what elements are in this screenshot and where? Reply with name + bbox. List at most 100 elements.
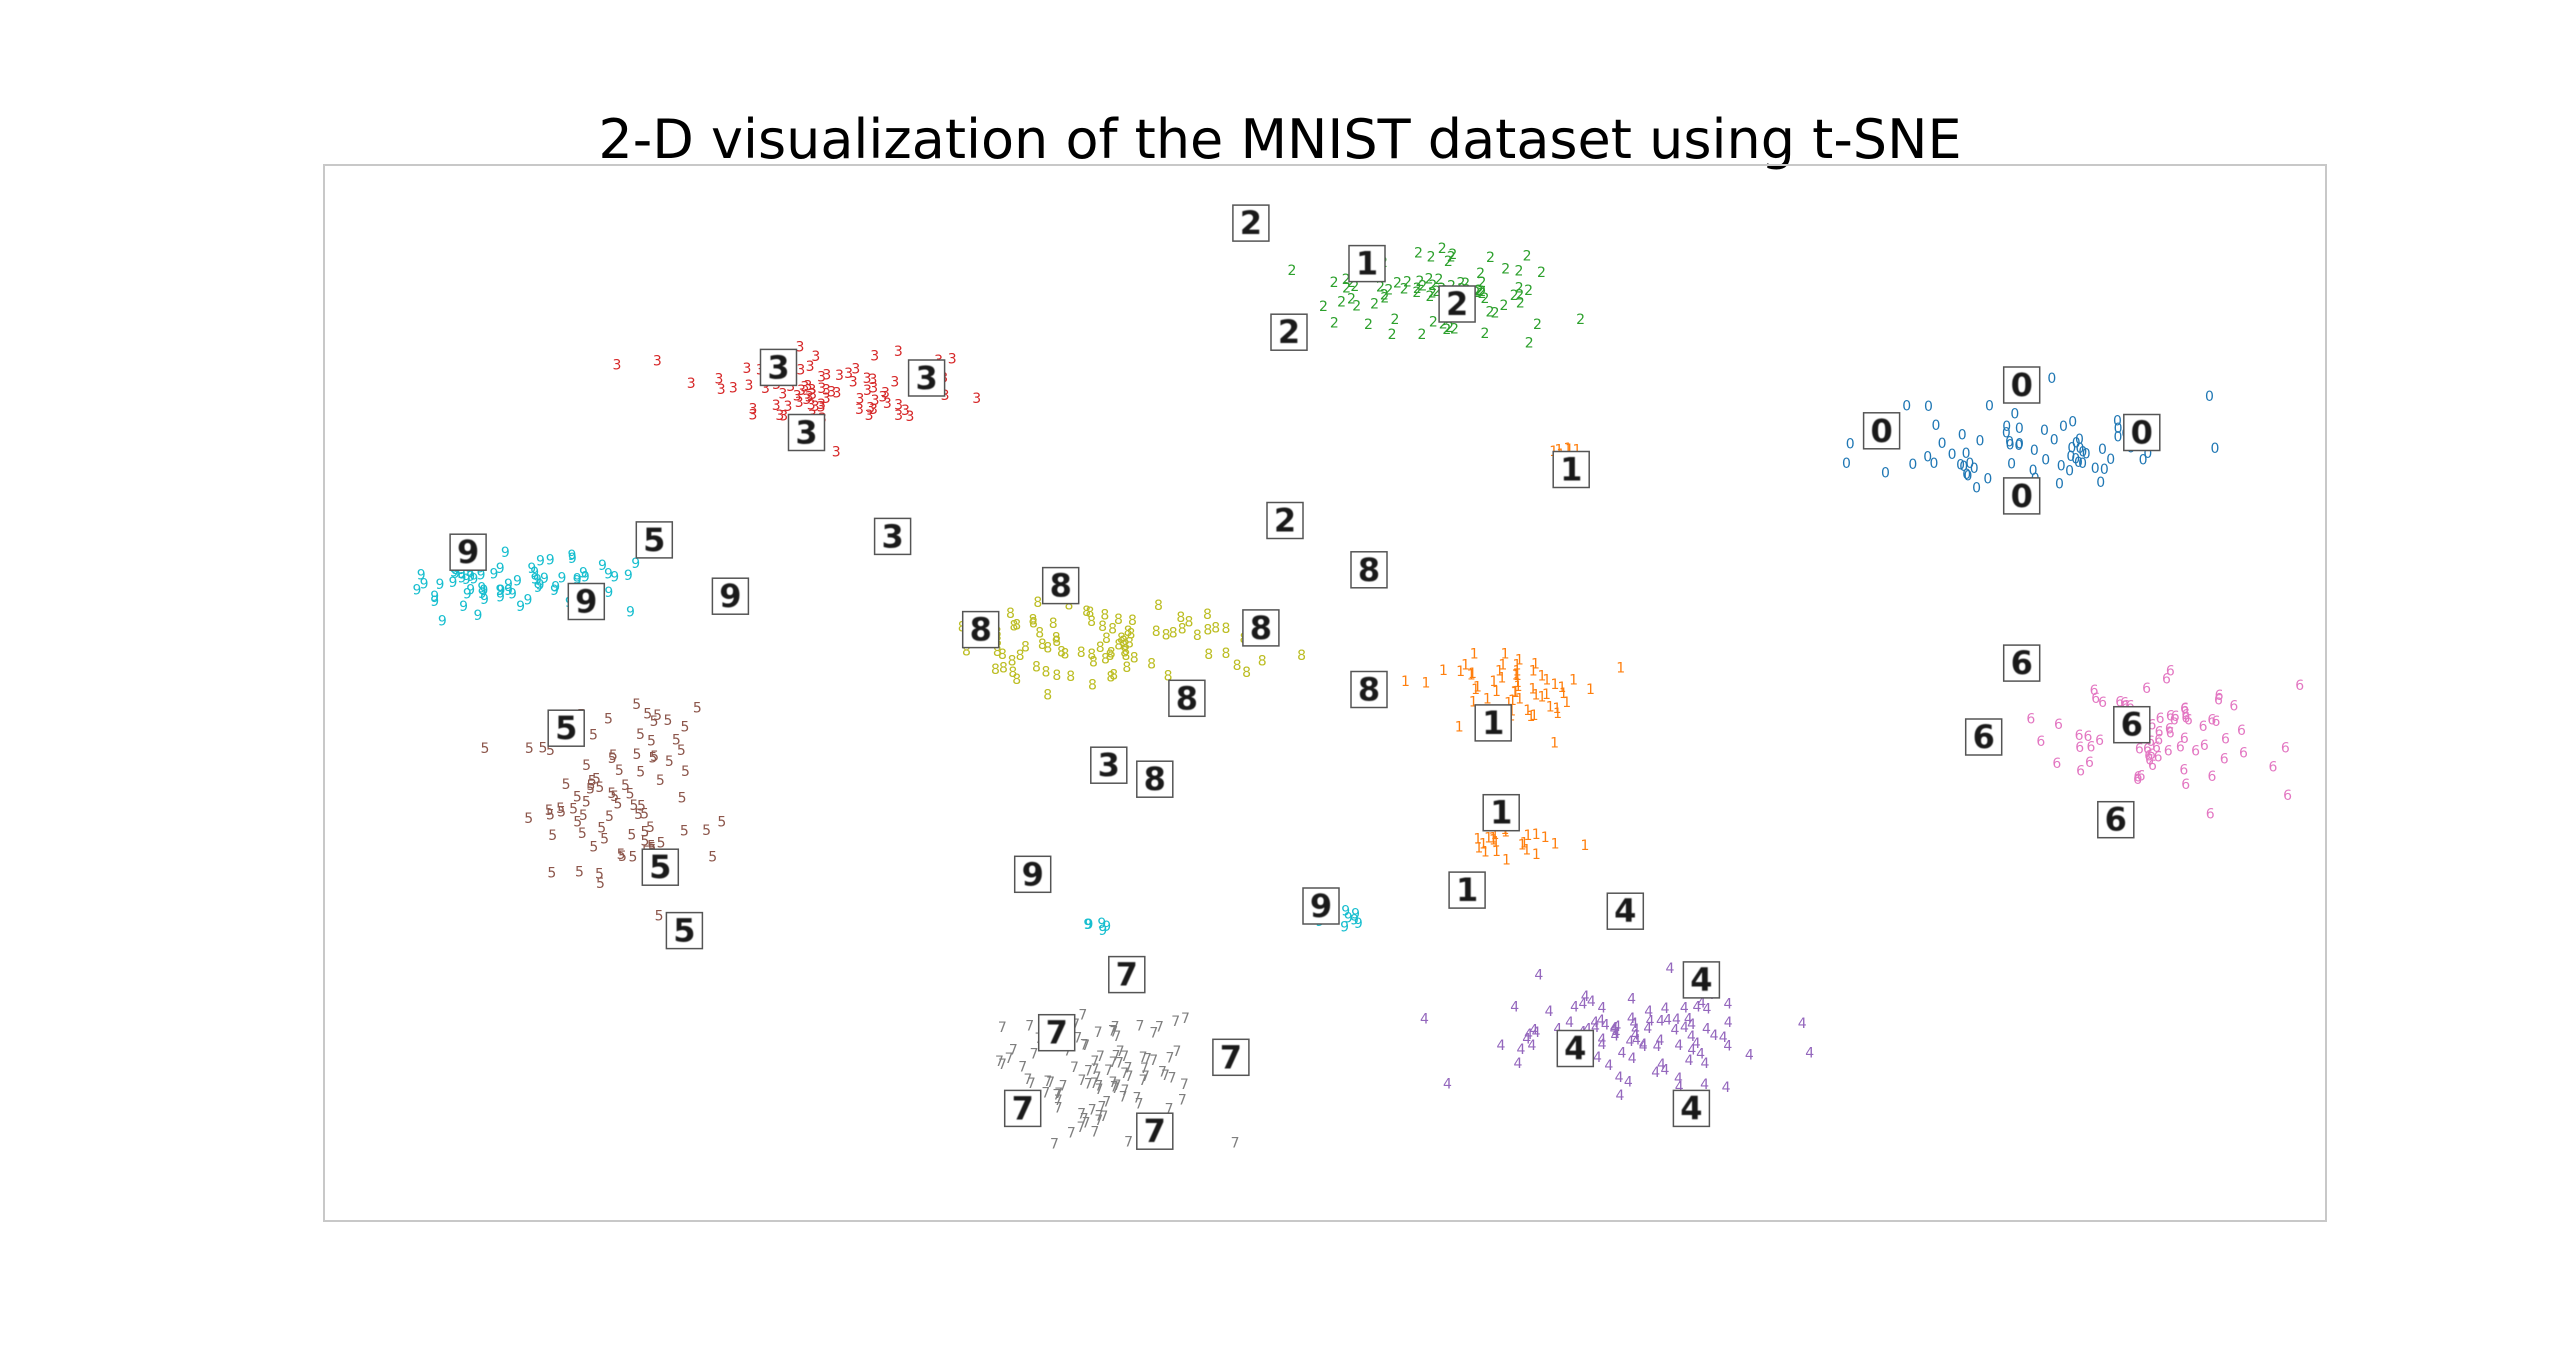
point-label-7: 7 (1120, 1083, 1129, 1099)
point-label-1: 1 (1512, 657, 1521, 673)
point-label-3: 3 (883, 396, 892, 412)
point-label-3: 3 (761, 381, 770, 397)
point-label-1: 1 (1522, 843, 1531, 859)
point-label-1: 1 (1497, 671, 1506, 687)
point-label-0: 0 (2005, 435, 2014, 451)
point-label-7: 7 (1120, 1066, 1129, 1082)
point-label-6: 6 (2144, 748, 2153, 764)
point-label-4: 4 (1644, 1004, 1653, 1020)
thumbnail-frame (961, 610, 1000, 649)
thumbnail-digit: 0 (2011, 366, 2033, 404)
point-label-8: 8 (1060, 647, 1069, 663)
point-label-1: 1 (1542, 687, 1551, 703)
point-label-8: 8 (1169, 626, 1178, 642)
point-label-8: 8 (1114, 638, 1123, 654)
point-label-7: 7 (1054, 1093, 1063, 1109)
thumbnail-digit: 4 (1614, 892, 1636, 930)
point-label-5: 5 (578, 826, 587, 842)
point-label-0: 0 (2074, 455, 2083, 471)
point-label-5: 5 (655, 909, 664, 925)
point-label-1: 1 (1483, 692, 1492, 708)
point-label-9: 9 (480, 583, 489, 599)
point-label-8: 8 (1233, 658, 1242, 674)
digit-thumbnail-8: 8 (1136, 760, 1174, 798)
point-label-5: 5 (562, 777, 571, 793)
point-label-7: 7 (998, 1057, 1007, 1073)
point-label-5: 5 (524, 811, 533, 827)
point-label-5: 5 (680, 719, 689, 735)
point-label-2: 2 (1425, 272, 1434, 288)
point-label-6: 6 (2211, 714, 2220, 730)
point-label-2: 2 (1370, 297, 1379, 313)
point-label-4: 4 (1611, 1029, 1620, 1045)
point-label-7: 7 (1052, 1088, 1061, 1104)
point-label-4: 4 (1587, 994, 1596, 1010)
point-label-6: 6 (2098, 695, 2107, 711)
thumbnail-frame (1270, 313, 1308, 351)
point-label-8: 8 (1057, 645, 1066, 661)
thumbnail-digit: 7 (1144, 1112, 1166, 1150)
point-label-5: 5 (647, 733, 656, 749)
point-label-1: 1 (1523, 828, 1532, 844)
point-label-5: 5 (546, 808, 555, 824)
point-label-7: 7 (1111, 1019, 1120, 1035)
point-label-5: 5 (680, 824, 689, 840)
digit-thumbnail-9: 9 (1302, 887, 1340, 925)
point-label-3: 3 (832, 444, 841, 460)
point-label-8: 8 (1203, 622, 1212, 638)
point-label-2: 2 (1428, 286, 1437, 302)
point-label-8: 8 (1043, 641, 1052, 657)
point-label-5: 5 (627, 827, 636, 843)
point-label-9: 9 (1351, 907, 1360, 923)
point-label-0: 0 (2091, 461, 2100, 477)
point-label-2: 2 (1418, 327, 1427, 343)
point-label-8: 8 (1178, 622, 1187, 638)
point-label-6: 6 (2184, 713, 2193, 729)
point-label-2: 2 (1476, 266, 1485, 282)
point-label-3: 3 (822, 383, 831, 399)
point-label-6: 6 (2164, 743, 2173, 759)
point-label-4: 4 (1618, 1046, 1627, 1062)
point-label-9: 9 (1340, 920, 1349, 936)
point-label-7: 7 (1166, 1051, 1175, 1067)
point-label-4: 4 (1653, 1039, 1662, 1055)
point-label-7: 7 (1109, 1024, 1118, 1040)
point-label-3: 3 (800, 380, 809, 396)
point-label-8: 8 (962, 643, 971, 659)
point-label-6: 6 (2135, 742, 2144, 758)
point-label-7: 7 (1080, 1037, 1089, 1053)
point-label-4: 4 (1496, 1038, 1505, 1054)
point-label-6: 6 (2268, 760, 2277, 776)
point-label-9: 9 (430, 594, 439, 610)
point-label-9: 9 (451, 566, 460, 582)
point-label-2: 2 (1501, 262, 1510, 278)
thumbnail-digit: 9 (575, 583, 597, 621)
point-label-2: 2 (1429, 314, 1438, 330)
point-label-3: 3 (807, 398, 816, 414)
point-label-8: 8 (1042, 664, 1051, 680)
point-label-4: 4 (1565, 1015, 1574, 1031)
thumbnail-digit: 4 (1564, 1030, 1586, 1068)
point-label-2: 2 (1477, 284, 1486, 300)
thumbnail-digit: 1 (1490, 794, 1512, 832)
point-label-4: 4 (1684, 1011, 1693, 1027)
thumbnail-frame (1350, 551, 1388, 589)
point-label-0: 0 (2211, 441, 2220, 457)
point-label-5: 5 (596, 876, 605, 892)
digit-thumbnail-0: 0 (2002, 477, 2041, 515)
point-label-3: 3 (817, 397, 826, 413)
point-label-9: 9 (540, 571, 549, 587)
thumbnail-frame (711, 577, 750, 615)
thumbnail-frame (1232, 204, 1270, 242)
point-label-8: 8 (1098, 619, 1107, 635)
point-label-8: 8 (1089, 655, 1098, 671)
point-label-1: 1 (1501, 647, 1510, 663)
point-label-8: 8 (1108, 622, 1117, 638)
point-label-4: 4 (1702, 1022, 1711, 1038)
point-label-2: 2 (1432, 284, 1441, 300)
point-label-8: 8 (1176, 610, 1185, 626)
point-label-4: 4 (1805, 1046, 1814, 1062)
point-label-9: 9 (466, 583, 475, 599)
point-label-3: 3 (833, 385, 842, 401)
point-label-7: 7 (1077, 1106, 1086, 1122)
